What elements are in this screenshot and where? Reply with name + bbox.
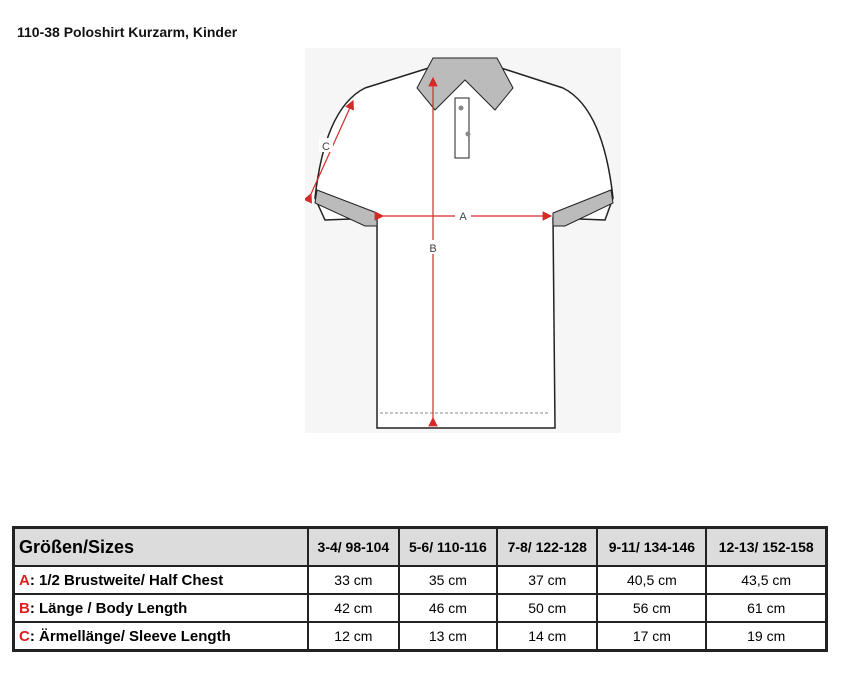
size-header: 3-4/ 98-104: [307, 526, 400, 567]
row-label-text: : Ärmellänge/ Sleeve Length: [29, 627, 231, 645]
product-title: 110-38 Poloshirt Kurzarm, Kinder: [17, 24, 238, 40]
row-label: C: Ärmellänge/ Sleeve Length: [12, 621, 309, 652]
table-row-sleeve: C: Ärmellänge/ Sleeve Length 12 cm 13 cm…: [12, 621, 828, 652]
collar: [416, 57, 514, 111]
cell: 14 cm: [496, 621, 599, 652]
size-header-row: Größen/Sizes 3-4/ 98-104 5-6/ 110-116 7-…: [12, 526, 828, 567]
cell: 17 cm: [596, 621, 708, 652]
row-label: B: Länge / Body Length: [12, 593, 309, 623]
row-key: A: [19, 571, 30, 589]
size-table: Größen/Sizes 3-4/ 98-104 5-6/ 110-116 7-…: [12, 526, 828, 652]
row-key: B: [19, 599, 30, 617]
size-header: 7-8/ 122-128: [496, 526, 599, 567]
cell: 43,5 cm: [705, 565, 828, 595]
size-header: 12-13/ 152-158: [705, 526, 828, 567]
cell: 35 cm: [397, 565, 499, 595]
cell: 42 cm: [307, 593, 400, 623]
cell: 46 cm: [397, 593, 499, 623]
polo-shirt-diagram: A B C: [303, 48, 621, 433]
right-cuff: [552, 189, 614, 227]
row-label-text: : 1/2 Brustweite/ Half Chest: [29, 571, 224, 589]
table-row-chest: A: 1/2 Brustweite/ Half Chest 33 cm 35 c…: [12, 565, 828, 595]
label-c: C: [322, 141, 330, 153]
size-header: 9-11/ 134-146: [596, 526, 708, 567]
table-row-length: B: Länge / Body Length 42 cm 46 cm 50 cm…: [12, 593, 828, 623]
header-label: Größen/Sizes: [12, 526, 309, 567]
cell: 12 cm: [307, 621, 400, 652]
size-header: 5-6/ 110-116: [397, 526, 499, 567]
cell: 50 cm: [496, 593, 599, 623]
label-b: B: [429, 243, 436, 255]
row-label-text: : Länge / Body Length: [29, 599, 188, 617]
cell: 40,5 cm: [596, 565, 708, 595]
cell: 19 cm: [705, 621, 828, 652]
cell: 33 cm: [307, 565, 400, 595]
cell: 56 cm: [596, 593, 708, 623]
cell: 37 cm: [496, 565, 599, 595]
row-key: C: [19, 627, 30, 645]
row-label: A: 1/2 Brustweite/ Half Chest: [12, 565, 309, 595]
label-a: A: [459, 211, 467, 223]
cell: 61 cm: [705, 593, 828, 623]
cell: 13 cm: [397, 621, 499, 652]
